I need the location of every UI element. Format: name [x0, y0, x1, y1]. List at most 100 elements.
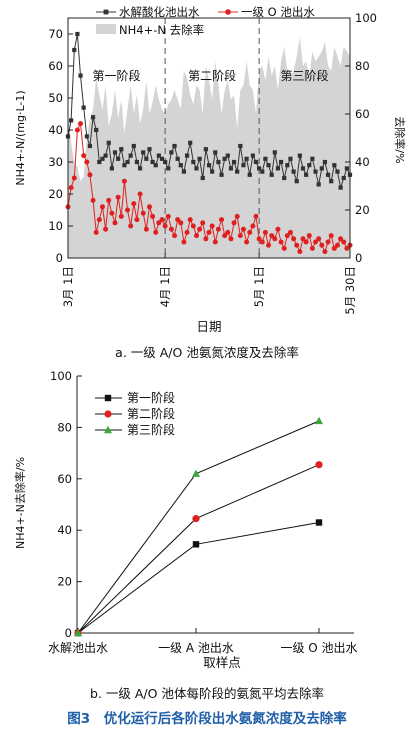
series-1-point	[75, 31, 80, 37]
chart-b-x-tick-label: 一级 A 池出水	[158, 641, 234, 655]
series-2-point	[297, 249, 303, 255]
left-y-tick-label: 20	[48, 187, 63, 201]
x-tick-label: 5月 1日	[252, 266, 266, 307]
series-2-point	[284, 233, 290, 239]
right-y-tick-label: 0	[355, 251, 362, 265]
series-2-point	[269, 233, 275, 239]
series-2-point	[150, 213, 156, 219]
series-2-point	[187, 217, 193, 223]
chart-b-series-1-point	[315, 519, 323, 526]
series-2-point	[234, 213, 240, 219]
series-1-point	[147, 147, 152, 152]
series-2-point	[328, 233, 334, 239]
series-2-point	[193, 233, 199, 239]
series-1-point	[313, 169, 318, 174]
series-1-point	[335, 169, 340, 174]
series-2-point	[306, 233, 312, 239]
series-2-point	[156, 220, 162, 226]
series-2-point	[106, 197, 112, 203]
series-2-point	[197, 226, 203, 232]
chart-b-y-tick-label: 100	[50, 369, 72, 383]
chart-b-y-tick-label: 40	[57, 523, 72, 537]
series-2-point	[109, 210, 115, 216]
series-1-point	[106, 140, 111, 145]
chart-b-series-3-point	[74, 628, 82, 637]
series-2-point	[206, 229, 212, 235]
series-1-point	[344, 166, 349, 171]
series-2-point	[316, 236, 322, 242]
chart-b-series-line-2	[77, 464, 320, 634]
left-y-tick-label: 40	[48, 123, 63, 137]
series-2-point	[275, 226, 281, 232]
series-2-point	[90, 197, 96, 203]
series-1-point	[282, 175, 287, 181]
series-1-point	[197, 156, 202, 161]
series-2-point	[134, 217, 140, 223]
chart-b-series-2-point	[315, 461, 323, 469]
series-2-point	[140, 210, 146, 216]
series-1-point	[231, 159, 237, 165]
series-2-point	[103, 226, 109, 232]
series-1-point	[210, 169, 215, 174]
series-2-point	[300, 236, 306, 242]
phase-label-2: 第二阶段	[188, 68, 236, 83]
chart-b-x-tick-label: 水解池出水	[48, 641, 108, 655]
series-2-point	[303, 239, 309, 245]
series-1-point	[84, 134, 89, 139]
series-1-point	[325, 172, 331, 177]
series-2-point	[291, 236, 297, 242]
series-1-point	[125, 159, 130, 165]
legend: 水解酸化池出水 一级 O 池出水 NH4+-N 去除率	[96, 5, 315, 37]
series-2-point	[143, 226, 149, 232]
series-1-point	[272, 150, 277, 155]
concentration-series	[65, 31, 353, 255]
chart-b-y-tick-label: 80	[57, 420, 72, 434]
series-1-point	[294, 179, 299, 184]
left-y-tick-label: 10	[48, 219, 63, 233]
series-2-point	[341, 239, 347, 245]
series-1-point	[144, 156, 149, 161]
series-2-point	[203, 236, 209, 242]
series-2-point	[319, 242, 325, 248]
series-2-point	[253, 213, 259, 219]
chart-b-series-3-point	[315, 416, 323, 425]
chart-b-legend-marker-1	[104, 394, 112, 402]
series-2-point	[256, 236, 262, 242]
left-y-axis-label: NH4+-N/(mg·L-1)	[14, 90, 27, 185]
series-1-point	[178, 163, 183, 168]
chart-b-series	[74, 416, 323, 637]
phase-label-1: 第一阶段	[93, 68, 141, 83]
series-1-point	[150, 159, 155, 165]
chart-a: 第一阶段 第二阶段 第三阶段 0 10 20 30 40 50 60 70 0 20 40 60 80 10…	[14, 5, 407, 334]
chart-b-legend-marker-2	[104, 410, 112, 418]
chart-b-legend-label-1: 第一阶段	[127, 390, 175, 405]
series-2-point	[159, 217, 165, 223]
series-1-point	[225, 153, 230, 158]
series-2-point	[121, 178, 127, 184]
series-2-point	[78, 121, 84, 127]
left-y-axis: 0 10 20 30 40 50 60 70	[48, 27, 73, 265]
series-2-point	[93, 229, 99, 235]
series-1-point	[329, 179, 334, 184]
chart-b-y-tick-label: 20	[57, 575, 72, 589]
series-2-point	[71, 175, 77, 181]
chart-b-series-2-point	[74, 629, 82, 637]
series-2-point	[344, 245, 350, 251]
series-1-point	[112, 150, 118, 155]
series-2-point	[228, 236, 234, 242]
series-1-point	[103, 153, 108, 158]
series-1-point	[316, 182, 321, 187]
series-1-point	[288, 156, 293, 161]
series-2-point	[334, 242, 340, 248]
series-1-point	[78, 73, 83, 78]
series-1-point	[263, 156, 268, 161]
series-2-point	[281, 245, 287, 251]
legend-label-3: NH4+-N 去除率	[119, 23, 204, 37]
series-2-point	[68, 185, 74, 191]
legend-label-1: 水解酸化池出水	[119, 5, 200, 19]
series-2-point	[287, 229, 293, 235]
figure-title: 图3 优化运行后各阶段出水氨氮浓度及去除率	[67, 711, 347, 727]
series-2-point	[190, 223, 196, 229]
series-2-point	[294, 242, 300, 248]
chart-b-series-2-point	[192, 515, 200, 523]
